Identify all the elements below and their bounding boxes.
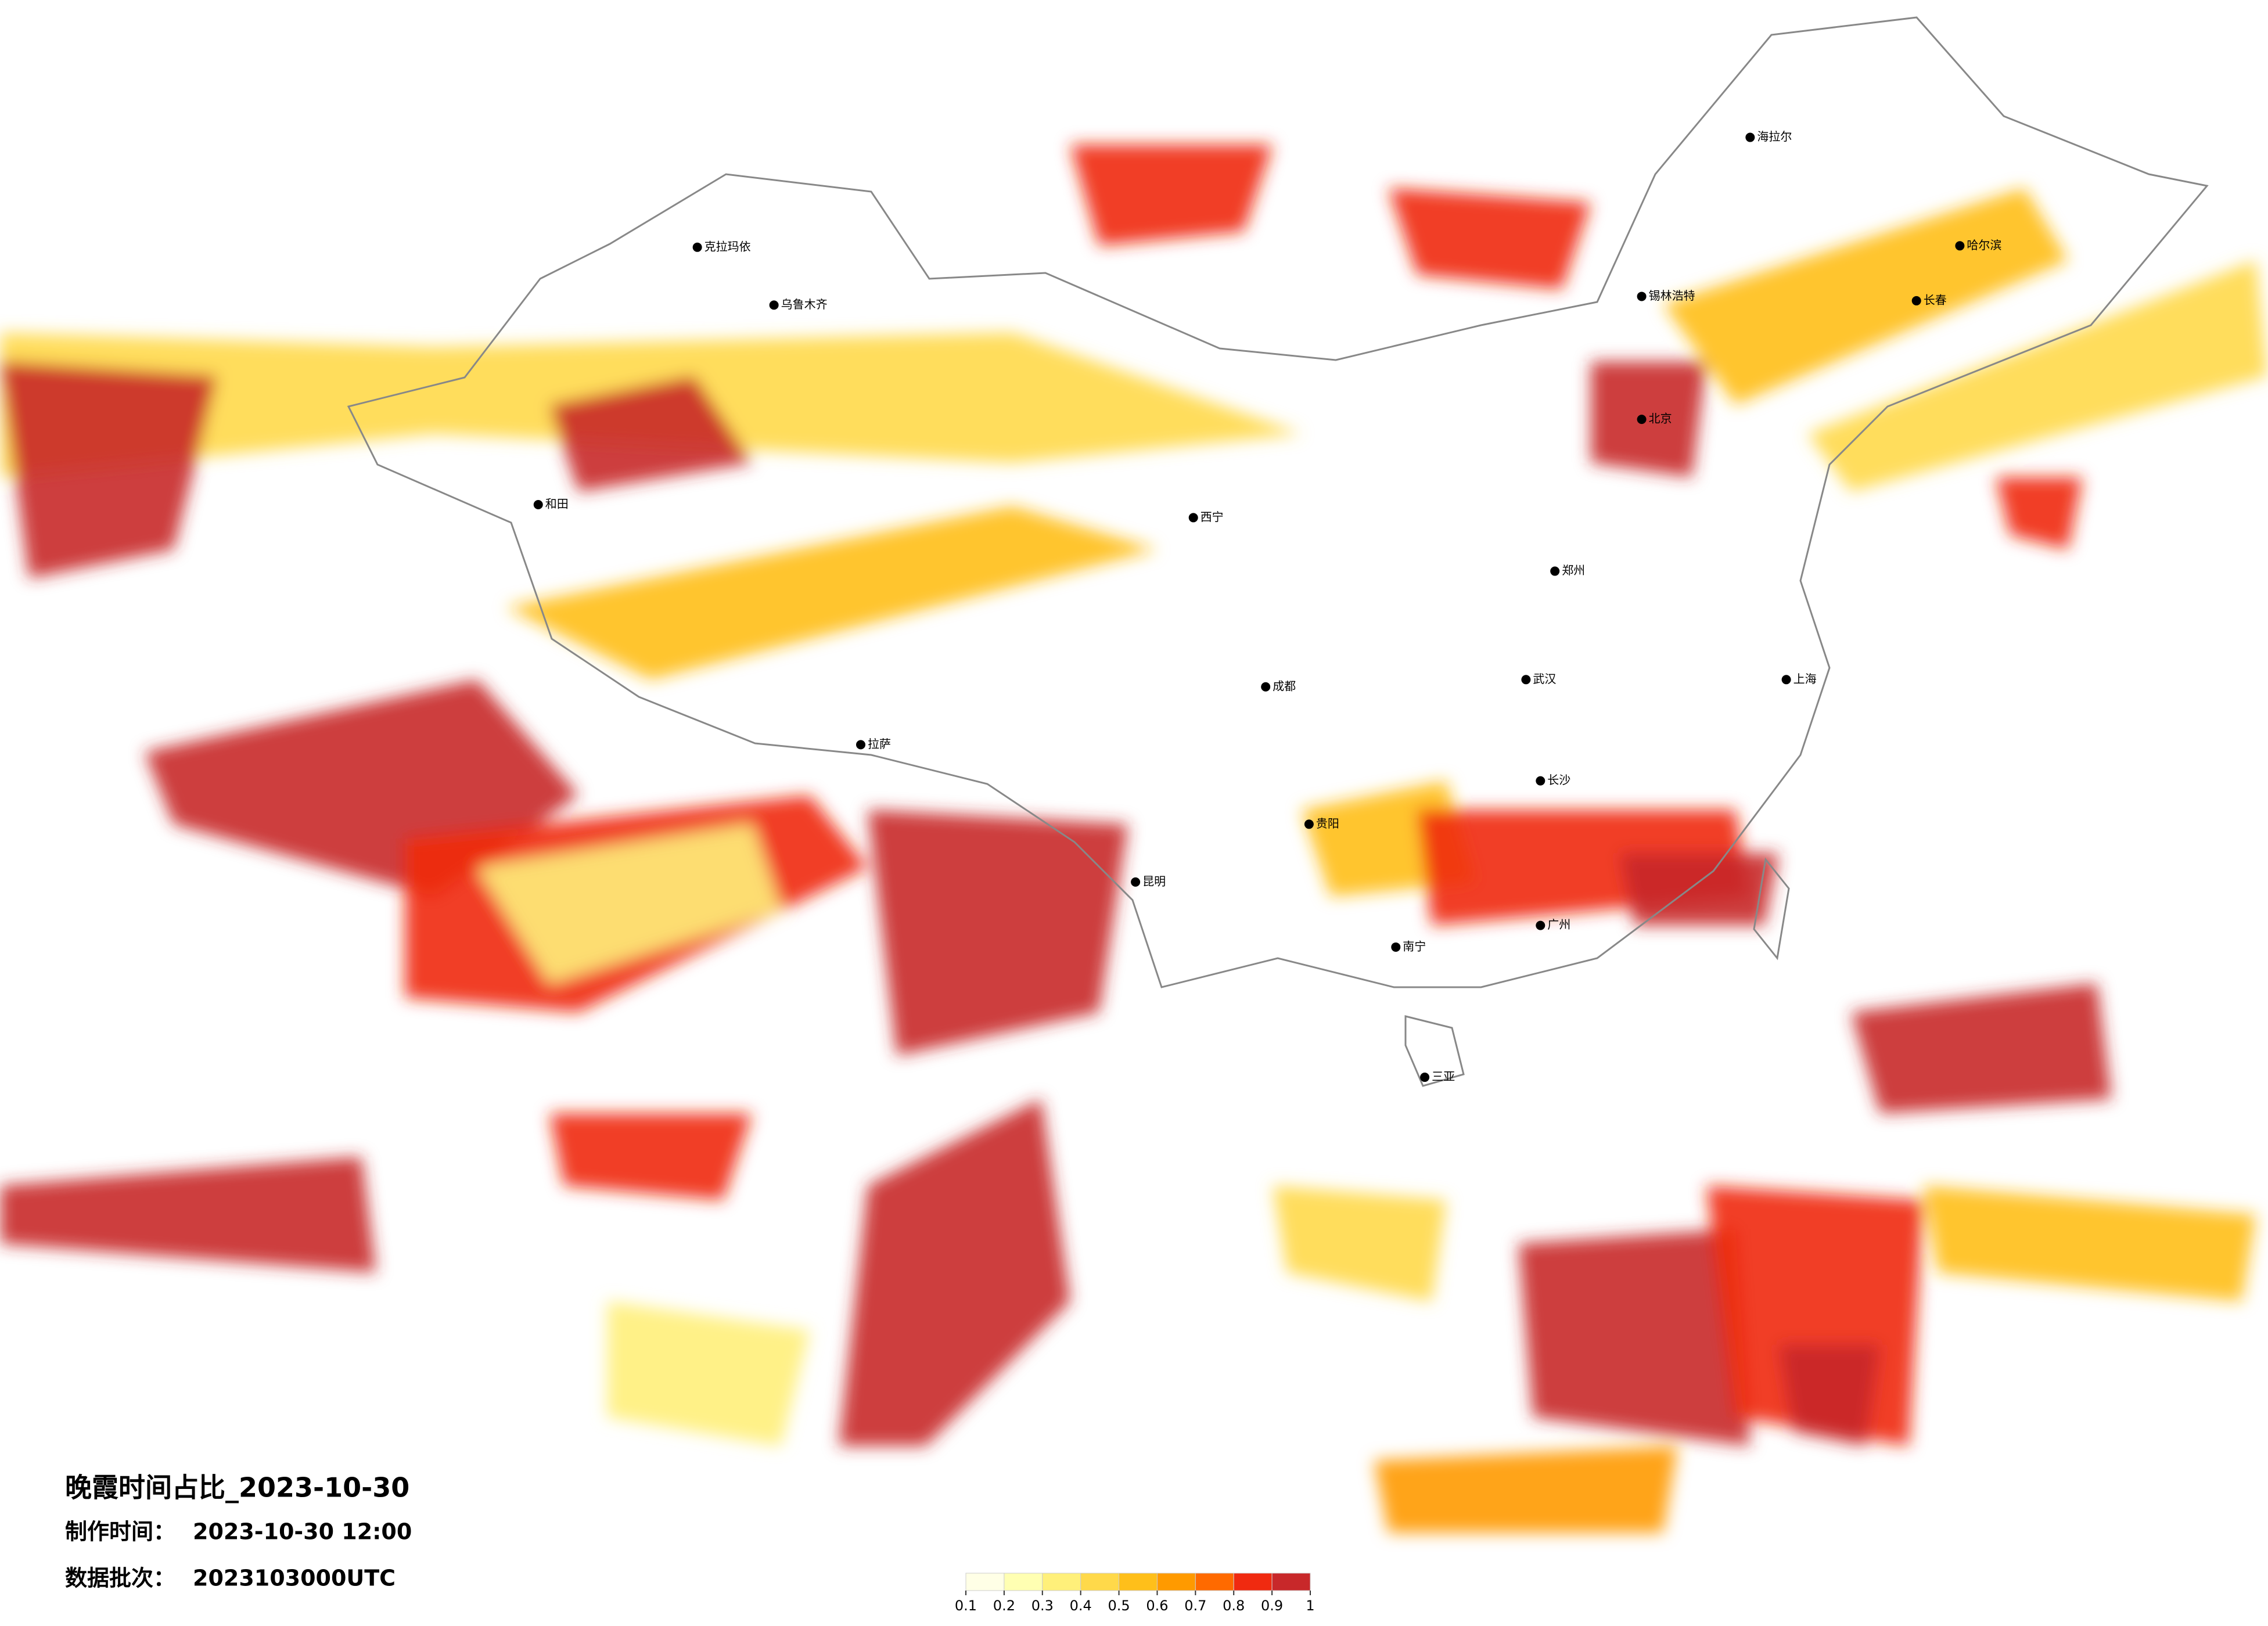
- heat-area: [549, 376, 752, 492]
- colorbar-label: 0.7: [1184, 1598, 1206, 1614]
- city-label: 郑州: [1562, 563, 1585, 577]
- country-outline: [347, 16, 2209, 988]
- city-label: 南宁: [1403, 939, 1426, 953]
- heat-area: [868, 810, 1128, 1056]
- colorbar-label: 0.2: [993, 1598, 1015, 1614]
- heat-area: [1374, 1446, 1678, 1533]
- colorbar-swatch: [1271, 1573, 1311, 1591]
- city-dot: [1521, 675, 1531, 685]
- city-dot: [1420, 1073, 1430, 1082]
- colorbar-label: 0.6: [1146, 1598, 1168, 1614]
- colorbar-label: 0.4: [1070, 1598, 1092, 1614]
- city-dot: [692, 242, 702, 252]
- colorbar-swatch: [1042, 1573, 1081, 1591]
- colorbar-label: 0.8: [1223, 1598, 1245, 1614]
- city-dot: [1261, 682, 1271, 692]
- city-label: 哈尔滨: [1967, 238, 2001, 252]
- city-dot: [856, 740, 865, 750]
- heat-area: [1996, 477, 2083, 550]
- colorbar-label: 1: [1306, 1598, 1314, 1614]
- made-label: 制作时间：: [65, 1519, 175, 1545]
- city-dot: [769, 300, 779, 310]
- city-label: 西宁: [1201, 510, 1224, 524]
- heat-area: [549, 1113, 752, 1200]
- city-label: 三亚: [1432, 1070, 1455, 1084]
- colorbar-label: 0.9: [1261, 1598, 1283, 1614]
- city-label: 长沙: [1547, 773, 1570, 787]
- city-dot: [1304, 819, 1314, 829]
- heat-area: [1663, 188, 2068, 405]
- heat-area: [1591, 361, 1707, 477]
- city-dot: [1911, 296, 1921, 305]
- heat-area: [1070, 145, 1273, 246]
- island-outline: [1404, 857, 1790, 1087]
- colorbar: 0.1 0.2 0.3 0.4 0.5 0.6 0.7 0.8 0.9 1: [955, 1573, 1315, 1614]
- heat-area: [0, 1157, 376, 1273]
- city-dot: [1637, 292, 1647, 301]
- city-label: 海拉尔: [1757, 129, 1792, 143]
- city-label: 武汉: [1533, 672, 1556, 686]
- city-dot: [1637, 415, 1647, 425]
- heat-area: [1518, 1229, 1750, 1446]
- heat-area: [1273, 1185, 1446, 1301]
- colorbar-swatch: [1119, 1573, 1158, 1591]
- city-dot: [1781, 675, 1791, 685]
- batch-label: 数据批次：: [65, 1566, 175, 1591]
- heat-area: [506, 506, 1157, 680]
- heat-area: [839, 1099, 1070, 1446]
- colorbar-swatch: [965, 1573, 1005, 1591]
- city-dot: [533, 500, 543, 510]
- heat-area: [477, 824, 781, 984]
- city-label: 北京: [1649, 412, 1672, 426]
- city-label: 成都: [1273, 679, 1296, 693]
- colorbar-label: 0.1: [955, 1598, 977, 1614]
- city-label: 和田: [545, 497, 569, 511]
- city-label: 拉萨: [868, 737, 891, 751]
- city-dot: [1955, 241, 1965, 251]
- colorbar-label: 0.5: [1108, 1598, 1130, 1614]
- city-label: 长春: [1924, 293, 1947, 307]
- city-label: 广州: [1547, 918, 1570, 931]
- city-dot: [1550, 566, 1560, 576]
- colorbar-label: 0.3: [1031, 1598, 1054, 1614]
- made-time: 2023-10-30 12:00: [193, 1519, 412, 1545]
- city-dot: [1391, 942, 1401, 952]
- city-label: 贵阳: [1316, 816, 1339, 830]
- heat-area: [1807, 260, 2268, 492]
- city-label: 昆明: [1142, 874, 1166, 888]
- city-label: 锡林浩特: [1649, 289, 1695, 303]
- city-label: 乌鲁木齐: [781, 297, 828, 311]
- city-label: 克拉玛依: [705, 239, 751, 253]
- heat-area: [1851, 983, 2112, 1114]
- city-dot: [1745, 132, 1755, 142]
- city-label: 上海: [1793, 672, 1817, 686]
- city-dot: [1188, 513, 1198, 523]
- heat-area: [1923, 1185, 2256, 1301]
- heat-area: [1619, 853, 1779, 926]
- colorbar-swatch: [1195, 1573, 1234, 1591]
- heat-area: [1778, 1344, 1880, 1446]
- city-dot: [1536, 776, 1545, 786]
- colorbar-swatch: [1080, 1573, 1120, 1591]
- map-title: 晚霞时间占比_2023-10-30: [65, 1472, 409, 1503]
- heat-area: [607, 1301, 810, 1446]
- colorbar-swatch: [1233, 1573, 1273, 1591]
- city-dot: [1536, 920, 1545, 930]
- batch: 2023103000UTC: [193, 1566, 396, 1591]
- heat-area: [0, 361, 217, 578]
- heat-area: [1388, 188, 1591, 289]
- colorbar-swatch: [1156, 1573, 1196, 1591]
- city-dot: [1131, 877, 1141, 887]
- heat-layer: [0, 145, 2268, 1533]
- colorbar-swatch: [1004, 1573, 1043, 1591]
